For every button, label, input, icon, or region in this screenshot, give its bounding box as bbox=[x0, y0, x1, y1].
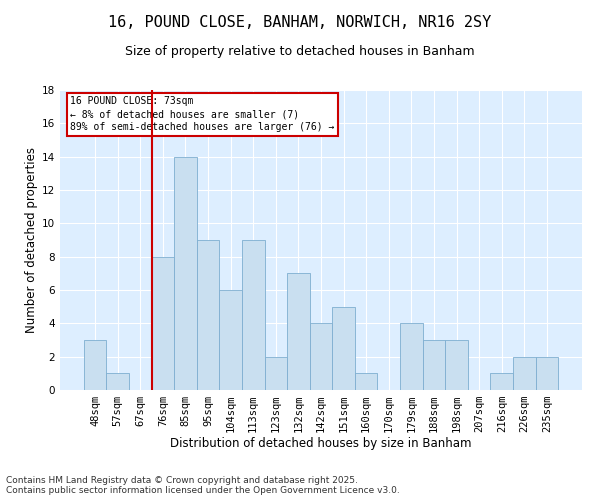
Bar bbox=[536, 356, 558, 390]
Bar bbox=[265, 356, 287, 390]
Bar bbox=[332, 306, 355, 390]
Bar bbox=[84, 340, 106, 390]
Bar bbox=[197, 240, 220, 390]
Bar bbox=[220, 290, 242, 390]
Bar bbox=[355, 374, 377, 390]
Text: Size of property relative to detached houses in Banham: Size of property relative to detached ho… bbox=[125, 45, 475, 58]
Bar bbox=[242, 240, 265, 390]
X-axis label: Distribution of detached houses by size in Banham: Distribution of detached houses by size … bbox=[170, 436, 472, 450]
Text: 16 POUND CLOSE: 73sqm
← 8% of detached houses are smaller (7)
89% of semi-detach: 16 POUND CLOSE: 73sqm ← 8% of detached h… bbox=[70, 96, 335, 132]
Bar bbox=[400, 324, 422, 390]
Bar bbox=[106, 374, 129, 390]
Bar bbox=[490, 374, 513, 390]
Bar bbox=[152, 256, 174, 390]
Bar bbox=[174, 156, 197, 390]
Bar bbox=[310, 324, 332, 390]
Text: 16, POUND CLOSE, BANHAM, NORWICH, NR16 2SY: 16, POUND CLOSE, BANHAM, NORWICH, NR16 2… bbox=[109, 15, 491, 30]
Text: Contains HM Land Registry data © Crown copyright and database right 2025.
Contai: Contains HM Land Registry data © Crown c… bbox=[6, 476, 400, 495]
Bar bbox=[445, 340, 468, 390]
Bar bbox=[422, 340, 445, 390]
Y-axis label: Number of detached properties: Number of detached properties bbox=[25, 147, 38, 333]
Bar bbox=[287, 274, 310, 390]
Bar bbox=[513, 356, 536, 390]
